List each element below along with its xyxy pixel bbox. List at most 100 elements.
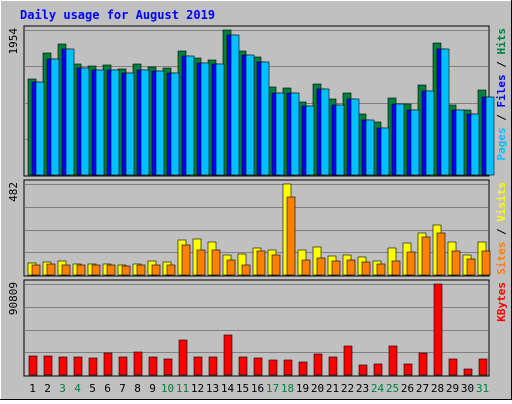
bar-kbytes-day-27 [418,352,428,376]
bar-pages-day-21 [335,104,345,176]
panel-hits-files-pages-legend: Pages / Files / Hits [495,28,508,161]
bar-kbytes-day-26 [403,363,413,376]
x-tick-label-day-31: 31 [476,382,489,395]
bar-kbytes-day-4 [73,356,83,376]
bar-pages-day-25 [395,103,405,176]
x-tick-label-day-26: 26 [401,382,414,395]
x-tick-label-day-20: 20 [311,382,324,395]
x-tick-label-day-9: 9 [149,382,156,395]
bar-kbytes-day-11 [178,339,188,376]
bar-sites-day-30 [466,258,476,276]
bar-kbytes-day-17 [268,359,278,376]
bar-sites-day-18 [286,196,296,276]
chart-title: Daily usage for August 2019 [20,8,215,22]
bar-kbytes-day-14 [223,334,233,376]
bar-kbytes-day-8 [133,351,143,376]
bar-sites-day-27 [421,236,431,276]
bar-sites-day-22 [346,259,356,276]
panel-visits-sites-ymax-label: 482 [7,182,20,202]
bar-sites-day-1 [31,264,41,276]
bar-kbytes-day-15 [238,356,248,376]
bar-sites-day-5 [91,264,101,276]
x-tick-label-day-27: 27 [416,382,429,395]
bar-sites-day-7 [121,265,131,276]
bar-kbytes-day-13 [208,356,218,376]
x-tick-label-day-11: 11 [176,382,189,395]
panel-visits-sites-legend: Sites / Visits [495,182,508,275]
x-tick-label-day-18: 18 [281,382,294,395]
bar-pages-day-6 [110,69,120,176]
bar-pages-day-29 [455,109,465,176]
bar-pages-day-12 [200,62,210,176]
bar-pages-day-28 [440,48,450,176]
bar-sites-day-3 [61,264,71,276]
x-tick-label-day-8: 8 [134,382,141,395]
bar-pages-day-7 [125,72,135,176]
bar-sites-day-6 [106,264,116,276]
panel-hits-files-pages-ymax-label: 1954 [7,28,20,55]
x-tick-label-day-3: 3 [59,382,66,395]
bar-kbytes-day-29 [448,358,458,376]
bar-kbytes-day-12 [193,356,203,376]
x-tick-label-day-19: 19 [296,382,309,395]
legend-entry: / [495,55,508,75]
legend-entry: / [495,108,508,128]
legend-entry: Hits [495,28,508,55]
bar-kbytes-day-1 [28,355,38,376]
bar-pages-day-1 [35,81,45,176]
bar-sites-day-10 [166,264,176,276]
x-tick-label-day-25: 25 [386,382,399,395]
bar-pages-day-11 [185,55,195,176]
bar-pages-day-31 [485,96,495,176]
bar-sites-day-2 [46,263,56,276]
bar-pages-day-27 [425,90,435,176]
bar-kbytes-day-22 [343,345,353,376]
x-tick-label-day-16: 16 [251,382,264,395]
bar-sites-day-9 [151,264,161,276]
x-tick-label-day-22: 22 [341,382,354,395]
bar-pages-day-10 [170,72,180,176]
bar-pages-day-4 [80,67,90,176]
bar-kbytes-day-25 [388,345,398,376]
legend-entry: Sites [495,242,508,275]
bar-sites-day-17 [271,254,281,276]
bar-pages-day-14 [230,34,240,176]
bar-pages-day-20 [320,88,330,176]
bar-sites-day-29 [451,250,461,276]
bar-sites-day-31 [481,250,491,276]
bar-pages-day-17 [275,92,285,176]
bar-pages-day-2 [50,58,60,176]
x-tick-label-day-5: 5 [89,382,96,395]
x-tick-label-day-30: 30 [461,382,474,395]
bar-pages-day-13 [215,63,225,176]
x-tick-label-day-29: 29 [446,382,459,395]
bar-kbytes-day-5 [88,357,98,376]
x-tick-label-day-2: 2 [44,382,51,395]
x-tick-label-day-21: 21 [326,382,339,395]
x-tick-label-day-6: 6 [104,382,111,395]
bar-sites-day-11 [181,244,191,276]
bar-sites-day-14 [226,259,236,276]
bar-sites-day-19 [301,259,311,276]
bar-pages-day-16 [260,61,270,176]
bar-pages-day-5 [95,69,105,176]
bar-sites-day-26 [406,251,416,276]
bar-kbytes-day-28 [433,283,443,376]
panel-kbytes-ymax-label: 90809 [7,282,20,315]
bar-sites-day-8 [136,264,146,276]
bar-kbytes-day-24 [373,363,383,376]
bar-sites-day-20 [316,257,326,276]
bar-pages-day-19 [305,105,315,176]
bar-kbytes-day-6 [103,352,113,376]
bar-kbytes-day-20 [313,353,323,376]
bar-sites-day-25 [391,260,401,276]
bar-sites-day-13 [211,249,221,276]
bar-sites-day-24 [376,263,386,276]
bar-kbytes-day-30 [463,368,473,376]
x-tick-label-day-4: 4 [74,382,81,395]
x-tick-label-day-14: 14 [221,382,235,395]
bar-kbytes-day-16 [253,357,263,376]
legend-entry: Visits [495,182,508,222]
